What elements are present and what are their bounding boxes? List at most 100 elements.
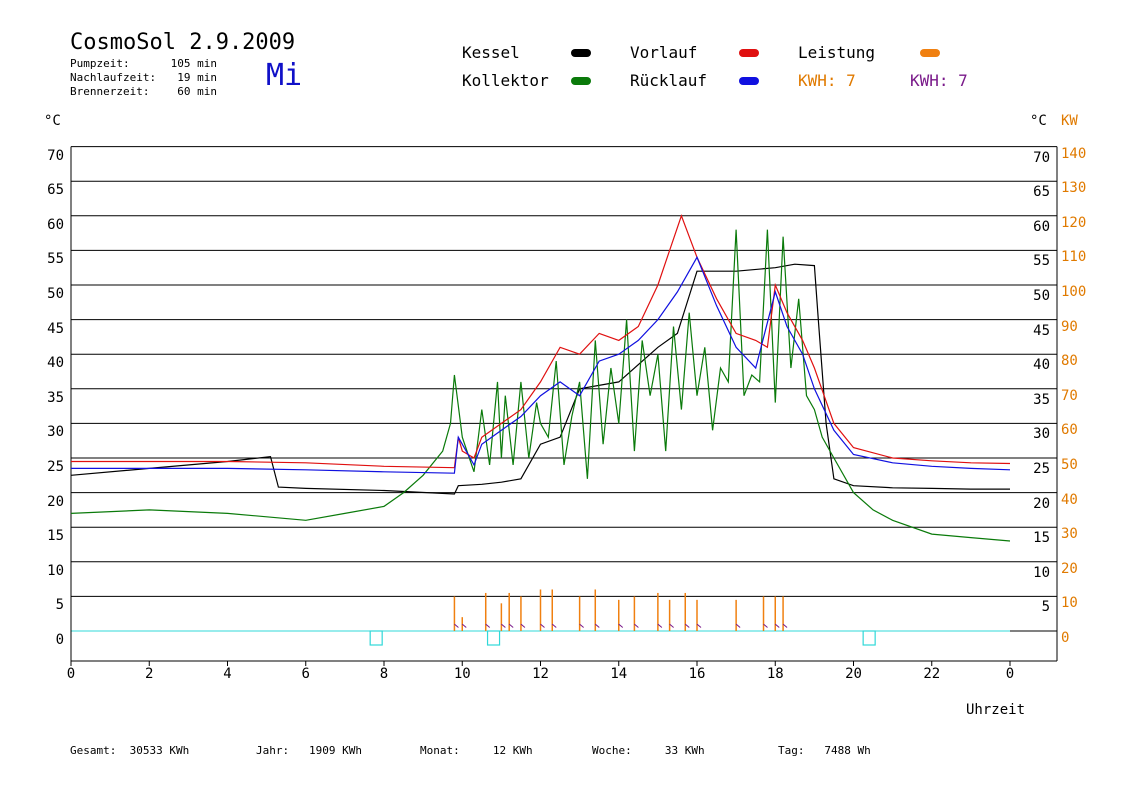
y-right-tick-label: 5 xyxy=(1041,599,1050,616)
y2-tick-label: 100 xyxy=(1061,284,1087,300)
y-right-unit: °C xyxy=(1030,113,1047,129)
x-tick-label: 20 xyxy=(845,666,862,682)
y2-tick-label: 0 xyxy=(1061,630,1070,646)
weekday-label: Mi xyxy=(266,58,303,93)
y2-tick-label: 50 xyxy=(1061,457,1078,473)
legend-kwh-purple: KWH: 7 xyxy=(910,71,968,90)
leistung-purple-trace xyxy=(782,623,788,628)
y-right-tick-label: 65 xyxy=(1033,184,1050,201)
y2-tick-label: 90 xyxy=(1061,318,1078,335)
y-right2-unit: KW xyxy=(1061,113,1078,129)
leistung-purple-trace xyxy=(669,623,674,628)
series-line-vorlauf xyxy=(71,214,1011,469)
y2-tick-label: 30 xyxy=(1061,526,1078,543)
y-left-unit: °C xyxy=(44,113,61,129)
footer-jahr: Jahr: 1909 KWh xyxy=(256,744,362,757)
info-pumpzeit: Pumpzeit: 105 min xyxy=(70,57,217,70)
leistung-purple-trace xyxy=(618,623,624,628)
y-left-tick-label: 10 xyxy=(47,562,64,579)
y-right-tick-label: 50 xyxy=(1033,288,1050,304)
y2-tick-label: 10 xyxy=(1061,595,1078,612)
leistung-purple-trace xyxy=(696,623,702,628)
y2-tick-label: 40 xyxy=(1061,491,1078,508)
y-left-tick-label: 20 xyxy=(47,493,64,510)
chart-title: CosmoSol 2.9.2009 xyxy=(70,30,296,55)
y-right-tick-label: 55 xyxy=(1033,253,1050,270)
y-right-tick-label: 25 xyxy=(1033,461,1050,477)
x-tick-label: 0 xyxy=(66,666,76,682)
leistung-purple-trace xyxy=(520,623,526,628)
y2-tick-label: 120 xyxy=(1061,214,1087,231)
legend-vorlauf-swatch xyxy=(739,49,759,57)
info-nachlaufzeit: Nachlaufzeit: 19 min xyxy=(70,71,217,84)
y2-tick-label: 140 xyxy=(1061,145,1087,162)
legend-kessel-swatch xyxy=(571,49,591,57)
series-line-kessel xyxy=(70,263,1010,495)
y2-tick-label: 110 xyxy=(1061,249,1087,266)
footer-monat: Monat: 12 KWh xyxy=(420,744,533,757)
y-left-tick-label: 70 xyxy=(47,147,64,164)
leistung-purple-trace xyxy=(594,623,600,628)
leistung-purple-trace xyxy=(454,623,459,628)
x-tick-label: 12 xyxy=(532,666,549,682)
y2-tick-label: 80 xyxy=(1061,353,1078,370)
legend-leistung: Leistung xyxy=(798,43,876,62)
baseline-marker xyxy=(862,630,876,646)
legend-kollektor: Kollektor xyxy=(462,71,549,90)
x-tick-label: 18 xyxy=(766,666,784,682)
y2-tick-label: 60 xyxy=(1061,422,1078,439)
info-brennerzeit: Brennerzeit: 60 min xyxy=(70,85,217,98)
legend-vorlauf: Vorlauf xyxy=(630,43,698,62)
x-tick-label: 10 xyxy=(453,666,471,682)
x-tick-label: 16 xyxy=(688,666,706,682)
y-left-tick-label: 45 xyxy=(47,320,64,337)
footer-woche: Woche: 33 KWh xyxy=(592,744,705,757)
legend-leistung-swatch xyxy=(920,49,940,57)
y2-tick-label: 130 xyxy=(1061,180,1087,197)
y2-tick-label: 20 xyxy=(1061,560,1078,577)
footer-gesamt: Gesamt: 30533 KWh xyxy=(70,744,190,757)
x-tick-label: 14 xyxy=(610,666,628,682)
y-right-tick-label: 10 xyxy=(1033,564,1050,581)
x-tick-label: 0 xyxy=(1005,666,1015,682)
leistung-purple-trace xyxy=(540,623,545,628)
y-right-tick-label: 40 xyxy=(1033,357,1050,374)
leistung-purple-trace xyxy=(657,623,663,628)
y-left-tick-label: 50 xyxy=(47,286,64,302)
y-right-tick-label: 70 xyxy=(1033,149,1050,166)
y-left-tick-label: 30 xyxy=(47,424,64,441)
series-line-kollektor xyxy=(70,229,1011,542)
y-left-tick-label: 60 xyxy=(47,216,64,233)
y-right-tick-label: 20 xyxy=(1033,495,1050,512)
leistung-purple-trace xyxy=(579,623,584,628)
legend-kwh-orange: KWH: 7 xyxy=(798,71,856,90)
leistung-purple-trace xyxy=(551,623,557,628)
y-right-tick-label: 60 xyxy=(1033,218,1050,235)
y-right-tick-label: 35 xyxy=(1033,391,1050,408)
leistung-purple-trace xyxy=(501,623,506,628)
legend-ruecklauf-swatch xyxy=(739,77,759,85)
baseline-marker xyxy=(369,630,383,646)
x-tick-label: 2 xyxy=(145,666,154,682)
y-left-tick-label: 5 xyxy=(55,597,64,614)
y-left-tick-label: 35 xyxy=(47,389,64,406)
leistung-purple-trace xyxy=(634,623,639,628)
series-line-ruecklauf xyxy=(71,255,1011,474)
x-tick-label: 22 xyxy=(923,666,941,682)
y-left-tick-label: 55 xyxy=(47,251,64,268)
y-right-tick-label: 30 xyxy=(1033,426,1050,443)
leistung-purple-trace xyxy=(508,623,514,628)
y-left-tick-label: 65 xyxy=(47,182,64,199)
leistung-purple-trace xyxy=(485,623,491,628)
footer-tag: Tag: 7488 Wh xyxy=(778,744,871,757)
legend-kollektor-swatch xyxy=(571,77,591,85)
y-right-tick-label: 45 xyxy=(1033,322,1050,339)
leistung-purple-trace xyxy=(461,623,467,628)
x-tick-label: 4 xyxy=(223,666,232,682)
leistung-purple-trace xyxy=(774,623,780,628)
x-axis-label: Uhrzeit xyxy=(966,702,1026,718)
leistung-purple-trace xyxy=(763,623,768,628)
legend-ruecklauf: Rücklauf xyxy=(630,71,708,90)
y-left-tick-label: 0 xyxy=(55,632,64,648)
